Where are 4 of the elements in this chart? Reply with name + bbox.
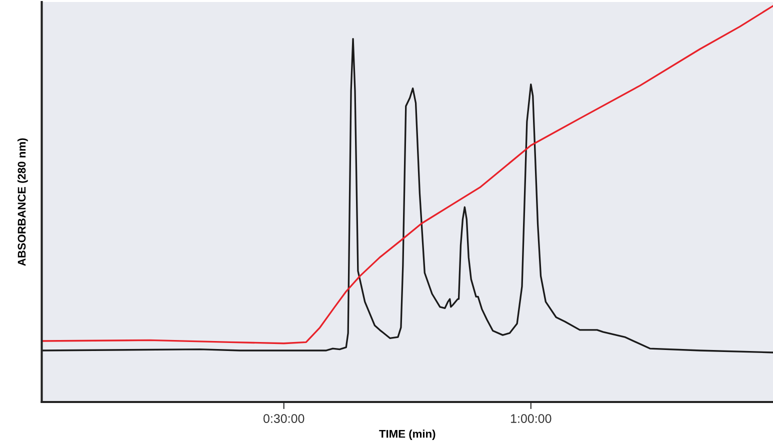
x-axis-title: TIME (min) bbox=[379, 430, 436, 440]
x-tick-label: 0:30:00 bbox=[263, 414, 304, 423]
y-axis-title: ABSORBANCE (280 nm) bbox=[17, 138, 28, 266]
x-tick-label: 1:00:00 bbox=[510, 414, 552, 423]
